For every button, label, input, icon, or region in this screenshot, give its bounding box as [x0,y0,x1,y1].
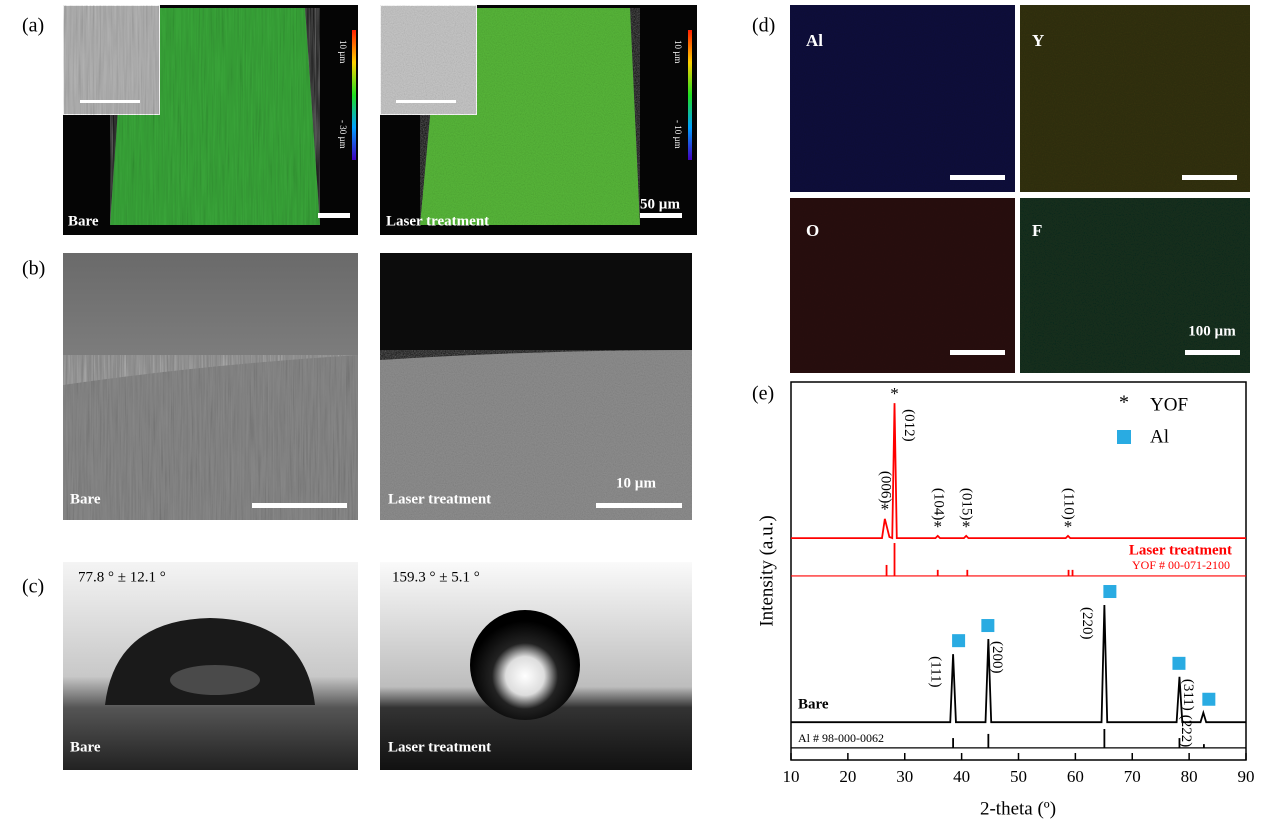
peak-label: (200) [989,641,1005,674]
xrd-curve [791,403,1246,540]
x-tick-label: 40 [953,767,970,786]
caption: Laser treatment [386,213,489,229]
eds-map: Y [1020,5,1250,192]
map-label: O [806,221,819,240]
peak-marker [1172,656,1186,670]
peak-label: (006) [877,471,893,504]
series-label: YOF # 00-071-2100 [1132,558,1230,572]
caption: Laser treatment [388,739,491,755]
peak-label: (311) [1180,679,1196,711]
peak-label: (220) [1079,607,1095,640]
x-tick-label: 20 [839,767,856,786]
profile-image: 10 µm - 30 µm Bare [62,4,358,235]
colorbar-label: - 10 µm [673,120,683,149]
contact-angle: 159.3 ° ± 5.1 ° [392,569,480,585]
sem-image: Laser treatment 10 µm [380,253,692,520]
peak-marker: * [962,517,971,536]
peak-marker: * [933,517,942,536]
peak-marker [952,634,966,648]
eds-map: O [790,198,1015,373]
map-label: Y [1032,31,1044,50]
x-tick-label: 70 [1124,767,1141,786]
y-axis-title: Intensity (a.u.) [756,515,777,626]
scale-label: 100 µm [1188,323,1236,339]
panel-label: (e) [752,383,774,405]
peak-label: (110) [1061,488,1077,520]
droplet-image: 77.8 ° ± 12.1 ° Bare [63,562,358,770]
peak-marker [981,619,995,633]
colorbar-label: - 30 µm [338,120,348,149]
panel-label: (b) [22,258,45,280]
panel-label: (d) [752,15,775,37]
sem-image: Bare [63,253,358,520]
peak-label: (012) [901,409,917,442]
peak-label: (222) [1178,715,1194,748]
panel-label: (c) [22,576,44,598]
series-label: Laser treatment [1129,542,1232,558]
caption: Bare [68,213,99,229]
x-tick-label: 90 [1238,767,1255,786]
legend-symbol [1117,430,1131,444]
peak-marker: * [881,500,890,519]
caption: Laser treatment [388,491,491,507]
x-axis-title: 2-theta (º) [980,798,1056,819]
profile-image: 10 µm - 10 µm Laser treatment 50 µm [379,4,697,235]
legend-label: YOF [1150,394,1188,415]
x-tick-label: 60 [1067,767,1084,786]
peak-label: (015) [959,488,975,521]
x-tick-label: 10 [783,767,800,786]
xrd-chart: (e) 2-theta (º) Intensity (a.u.) [752,381,1247,819]
caption: Bare [70,739,101,755]
peak-marker [1103,585,1117,599]
colorbar-label: 10 µm [673,40,683,63]
panel-label: (a) [22,15,44,37]
legend-label: Al [1150,426,1169,447]
eds-map: F 100 µm [1020,198,1250,373]
peak-label: (111) [928,656,944,687]
xrd-curve [791,604,1246,724]
colorbar-label: 10 µm [338,40,348,63]
contact-angle: 77.8 ° ± 12.1 ° [78,569,166,585]
peak-label: (104) [930,488,946,521]
series-label: Bare [798,696,829,712]
caption: Bare [70,491,101,507]
series-label: Al # 98-000-0062 [798,731,884,745]
eds-map: Al [790,5,1015,192]
scale-label: 50 µm [640,196,680,212]
peak-marker [1202,692,1216,706]
x-tick-label: 50 [1010,767,1027,786]
map-label: F [1032,221,1042,240]
x-tick-label: 30 [896,767,913,786]
peak-marker: * [890,384,899,403]
legend-symbol: * [1119,392,1129,414]
peak-marker: * [1064,517,1073,536]
scale-label: 10 µm [616,475,656,491]
x-tick-label: 80 [1181,767,1198,786]
droplet-image: 159.3 ° ± 5.1 ° Laser treatment [380,562,692,770]
map-label: Al [806,31,823,50]
